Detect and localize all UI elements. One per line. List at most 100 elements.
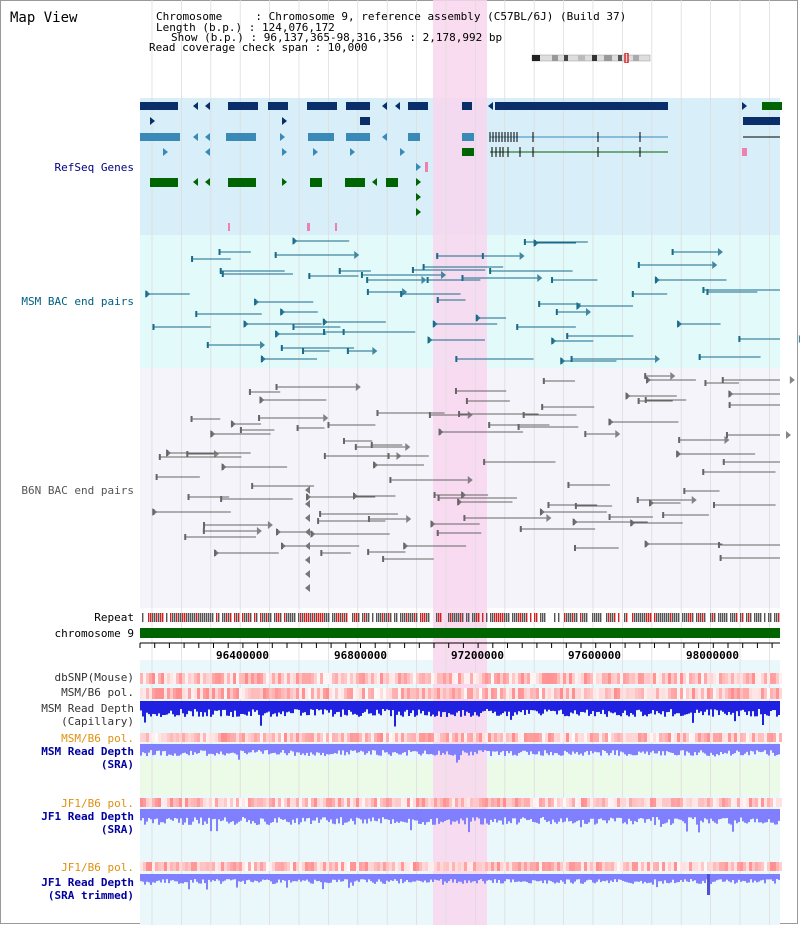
read-depth-bar — [634, 701, 636, 717]
read-depth-bar — [578, 874, 580, 880]
polymorphism-stripe — [434, 798, 437, 807]
polymorphism-stripe — [491, 688, 494, 699]
gene-exon — [345, 178, 365, 187]
read-depth-bar — [558, 701, 560, 711]
read-depth-bar — [188, 744, 190, 756]
read-depth-bar — [438, 744, 440, 751]
read-depth-bar — [662, 809, 664, 825]
polymorphism-stripe — [347, 798, 350, 807]
read-depth-bar — [194, 744, 196, 753]
read-depth-bar — [714, 744, 716, 757]
polymorphism-stripe — [446, 733, 449, 742]
polymorphism-stripe — [413, 688, 416, 699]
read-depth-bar — [624, 701, 626, 711]
read-depth-bar — [182, 874, 184, 884]
read-depth-bar — [734, 874, 736, 884]
length-info: Length (b.p.) : 124,076,172 — [156, 21, 335, 34]
read-depth-bar — [380, 701, 382, 716]
read-depth-bar — [502, 809, 504, 825]
read-depth-bar — [412, 701, 414, 711]
polymorphism-stripe — [773, 673, 776, 684]
read-depth-bar — [458, 744, 460, 760]
polymorphism-stripe — [395, 673, 398, 684]
repeat-element — [682, 613, 684, 622]
read-depth-bar — [630, 701, 632, 714]
read-depth-bar — [368, 874, 370, 880]
read-depth-bar — [526, 874, 528, 883]
read-depth-bar — [232, 701, 234, 717]
polymorphism-stripe — [323, 798, 326, 807]
read-depth-bar — [692, 744, 694, 756]
read-depth-bar — [686, 744, 688, 752]
read-depth-bar — [370, 874, 372, 882]
read-depth-bar — [358, 809, 360, 819]
read-depth-bar — [384, 701, 386, 711]
read-depth-bar — [612, 809, 614, 819]
msm-bac-pair-arrow — [292, 237, 298, 245]
polymorphism-stripe — [386, 862, 389, 871]
b6n-bac-pair-end — [190, 416, 193, 422]
read-depth-bar — [514, 874, 516, 883]
read-depth-bar — [568, 744, 570, 754]
repeat-element — [274, 613, 276, 622]
read-depth-bar — [190, 701, 192, 712]
read-depth-bar — [444, 701, 446, 712]
polymorphism-stripe — [560, 688, 563, 699]
polymorphism-stripe — [335, 688, 338, 699]
repeat-element — [576, 613, 578, 622]
read-depth-bar — [552, 744, 554, 756]
b6n-bac-pair-arrow — [373, 461, 379, 469]
polymorphism-stripe — [488, 733, 491, 742]
polymorphism-stripe — [677, 673, 680, 684]
polymorphism-stripe — [329, 688, 332, 699]
polymorphism-stripe — [455, 798, 458, 807]
read-depth-bar — [230, 874, 232, 881]
read-depth-bar — [292, 809, 294, 820]
polymorphism-stripe — [638, 862, 641, 871]
read-depth-bar — [624, 744, 626, 755]
chromosome-ideogram[interactable] — [530, 53, 655, 63]
polymorphism-stripe — [686, 862, 689, 871]
repeat-element — [636, 613, 638, 622]
polymorphism-stripe — [485, 673, 488, 684]
track-label-msm-bac[interactable]: MSM BAC end pairs — [21, 295, 134, 308]
msm-bac-pair-end — [411, 267, 414, 273]
polymorphism-stripe — [221, 673, 224, 684]
read-depth-bar — [476, 874, 478, 884]
polymorphism-stripe — [140, 733, 143, 742]
repeat-element — [340, 613, 342, 622]
read-depth-bar — [548, 874, 550, 881]
repeat-element — [428, 613, 430, 622]
polymorphism-stripe — [260, 688, 263, 699]
read-depth-bar — [724, 874, 726, 882]
polymorphism-stripe — [350, 688, 353, 699]
read-depth-bar — [534, 809, 536, 823]
b6n-bac-pair-end — [317, 518, 320, 524]
read-depth-bar — [668, 874, 670, 884]
read-depth-bar — [482, 809, 484, 825]
repeat-element — [692, 613, 694, 622]
read-depth-bar — [358, 701, 360, 717]
read-depth-bar — [640, 809, 642, 819]
read-depth-bar — [346, 744, 348, 753]
read-depth-bar — [308, 874, 310, 882]
read-depth-bar — [376, 809, 378, 822]
b6n-bac-pair-end — [367, 549, 370, 555]
repeat-element — [246, 613, 248, 622]
polymorphism-stripe — [338, 862, 341, 871]
polymorphism-stripe — [707, 688, 710, 699]
read-depth-bar — [198, 744, 200, 754]
track-label-b6n-bac[interactable]: B6N BAC end pairs — [21, 484, 134, 497]
read-depth-bar — [154, 744, 156, 755]
polymorphism-stripe — [347, 673, 350, 684]
read-depth-bar — [276, 701, 278, 717]
show-range-info: Show (b.p.) : 96,137,365-98,316,356 : 2,… — [171, 31, 503, 44]
polymorphism-stripe — [569, 862, 572, 871]
read-depth-bar — [178, 744, 180, 756]
polymorphism-stripe — [767, 688, 770, 699]
read-depth-bar — [698, 874, 700, 884]
axis-tick-label: 97200000 — [451, 649, 504, 662]
polymorphism-stripe — [197, 733, 200, 742]
track-label-refseq[interactable]: RefSeq Genes — [54, 161, 134, 174]
